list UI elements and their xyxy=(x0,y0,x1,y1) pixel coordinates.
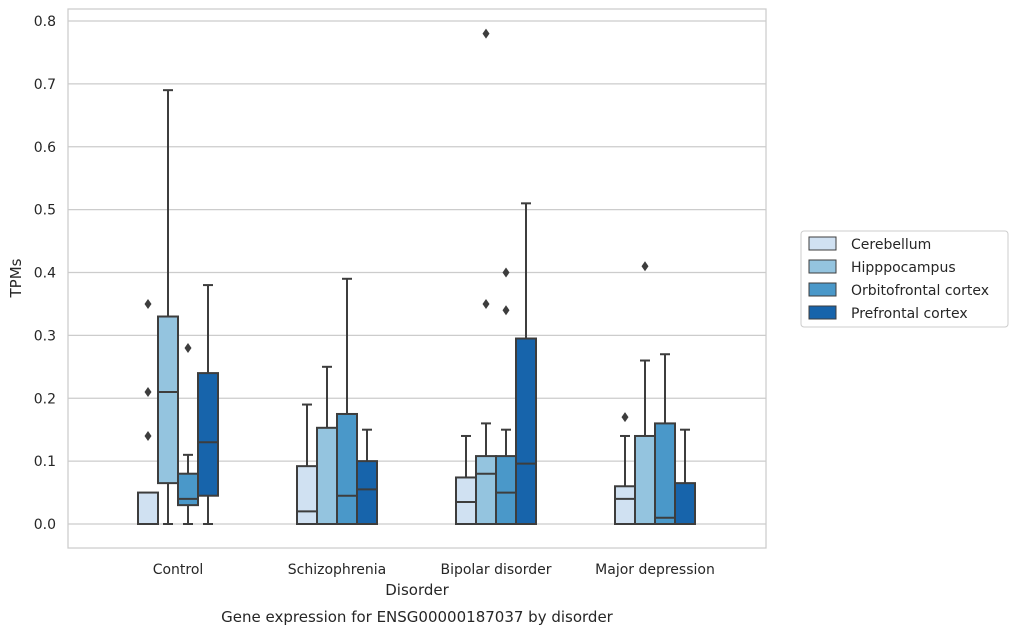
legend-label: Orbitofrontal cortex xyxy=(851,283,989,299)
legend-swatch xyxy=(808,282,837,297)
flier-point xyxy=(502,267,510,278)
x-tick-label: Schizophrenia xyxy=(288,562,386,578)
box-group xyxy=(197,284,219,525)
y-tick-label: 0.2 xyxy=(34,391,56,407)
flier-point xyxy=(502,305,510,316)
box-body xyxy=(475,455,497,525)
box-body xyxy=(614,485,636,525)
y-tick-label: 0.1 xyxy=(34,454,56,470)
legend-swatch xyxy=(808,305,837,320)
box-body xyxy=(654,422,676,525)
box-body xyxy=(515,337,537,525)
x-tick-labels: Control Schizophrenia Bipolar disorder Majo… xyxy=(153,562,715,578)
box-group xyxy=(674,428,696,526)
x-tick-label: Bipolar disorder xyxy=(440,562,551,578)
box-body xyxy=(177,472,199,507)
flier-point xyxy=(641,261,649,272)
legend-swatch xyxy=(808,259,837,274)
y-tick-labels: 0.0 0.1 0.2 0.3 0.4 0.5 0.6 0.7 0.8 xyxy=(34,14,56,533)
box-series xyxy=(137,28,696,526)
y-tick-label: 0.5 xyxy=(34,203,56,219)
box-group xyxy=(137,491,159,525)
box-group xyxy=(157,89,179,525)
box-group xyxy=(654,353,676,525)
legend-frame xyxy=(800,230,1009,328)
box-body xyxy=(197,372,219,497)
legend-label: Hipppocampus xyxy=(851,260,956,276)
flier-point xyxy=(482,28,490,39)
x-axis-label: Disorder xyxy=(385,581,449,599)
box-body xyxy=(296,465,318,525)
legend-swatch xyxy=(808,236,837,251)
box-body xyxy=(316,426,338,525)
flier-point xyxy=(144,430,152,441)
plot-frame xyxy=(67,8,767,549)
box-body xyxy=(674,482,696,526)
x-tick-label: Control xyxy=(153,562,204,578)
flier-point xyxy=(184,342,192,353)
legend-label: Cerebellum xyxy=(851,237,931,253)
chart-caption: Gene expression for ENSG00000187037 by d… xyxy=(221,608,614,626)
box-body xyxy=(634,434,656,526)
flier-point xyxy=(144,386,152,397)
flier-point xyxy=(482,298,490,309)
box-group xyxy=(356,428,378,525)
y-axis-label: TPMs xyxy=(7,258,25,298)
box-group xyxy=(336,277,358,525)
x-tick-label: Major depression xyxy=(595,562,715,578)
y-tick-label: 0.4 xyxy=(34,266,56,282)
box-body xyxy=(157,315,179,485)
legend: Cerebellum Hipppocampus Orbitofrontal cort… xyxy=(800,230,1009,328)
legend-label: Prefrontal cortex xyxy=(851,306,968,322)
y-tick-label: 0.6 xyxy=(34,140,56,156)
flier-point xyxy=(621,412,629,423)
box-body xyxy=(495,455,517,525)
box-body xyxy=(137,491,159,525)
y-tick-label: 0.8 xyxy=(34,14,56,30)
box-body xyxy=(356,460,378,525)
y-tick-label: 0.7 xyxy=(34,77,56,93)
box-group xyxy=(177,342,199,525)
y-tick-label: 0.3 xyxy=(34,328,56,344)
box-body xyxy=(336,412,358,525)
y-tick-label: 0.0 xyxy=(34,517,56,533)
box-body xyxy=(455,476,477,526)
box-group xyxy=(515,202,537,525)
flier-point xyxy=(144,298,152,309)
